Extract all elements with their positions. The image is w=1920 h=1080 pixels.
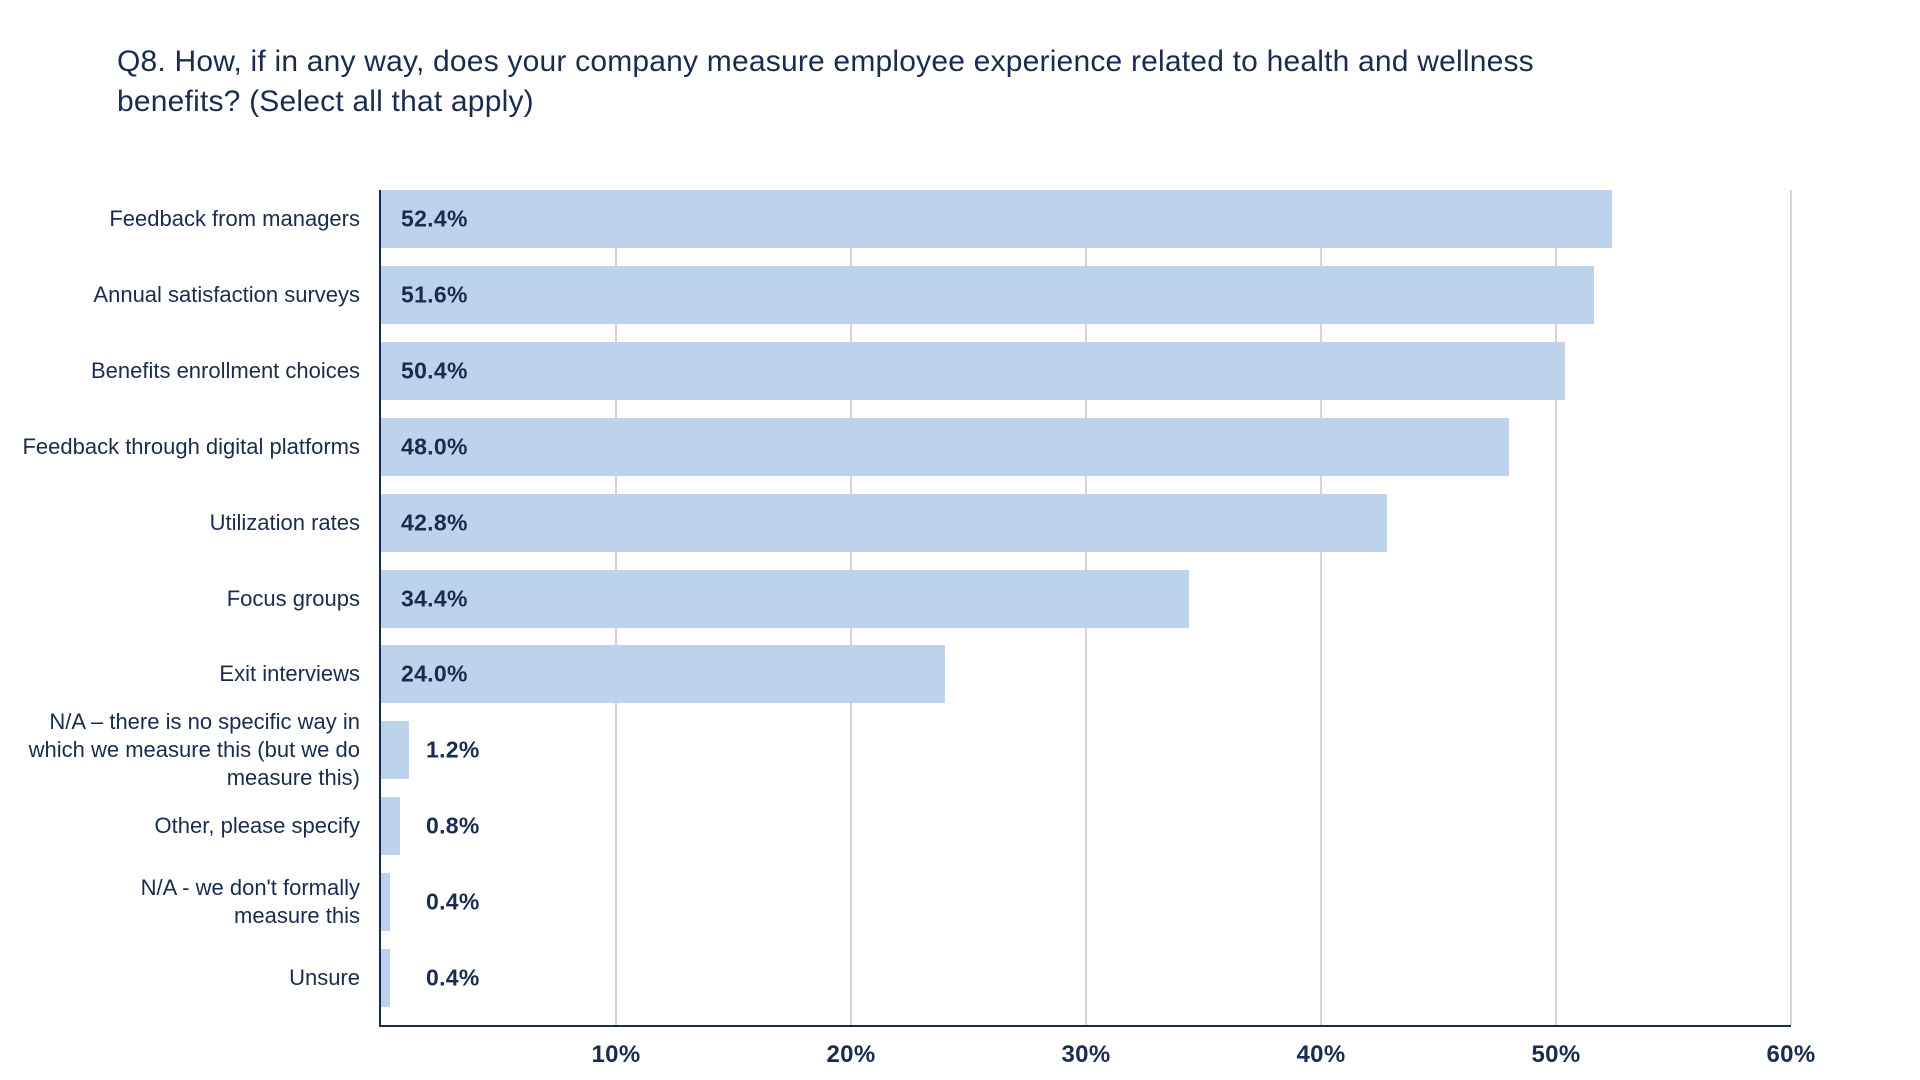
category-label-row-6: Focus groups — [2, 585, 360, 613]
value-label-row-3: 50.4% — [401, 357, 468, 384]
value-label-row-10: 0.4% — [426, 888, 480, 915]
bar-row-4 — [381, 417, 1509, 476]
category-label-line: N/A - we don't formally — [140, 875, 360, 901]
category-label-row-2: Annual satisfaction surveys — [2, 281, 360, 309]
category-label-row-10: N/A - we don't formally measure this — [2, 874, 360, 930]
bar-row-8 — [381, 721, 410, 780]
category-label-line: N/A – there is no specific way in — [49, 709, 360, 735]
x-tick-50%: 50% — [1531, 1041, 1581, 1068]
bar-row-11 — [381, 949, 391, 1008]
value-label-row-4: 48.0% — [401, 433, 468, 460]
x-tick-40%: 40% — [1296, 1041, 1346, 1068]
chart-title-line-1: Q8. How, if in any way, does your compan… — [117, 45, 1534, 78]
category-label-row-1: Feedback from managers — [2, 205, 360, 233]
x-tick-60%: 60% — [1766, 1041, 1816, 1068]
value-label-row-8: 1.2% — [426, 736, 480, 763]
category-label-line: Focus groups — [226, 585, 360, 611]
x-tick-30%: 30% — [1061, 1041, 1111, 1068]
bar-row-3 — [381, 341, 1566, 400]
bar-row-10 — [381, 873, 391, 932]
value-label-row-1: 52.4% — [401, 205, 468, 232]
chart-title: Q8. How, if in any way, does your compan… — [117, 42, 1567, 122]
category-label-line: measure this — [234, 903, 360, 929]
bar-row-2 — [381, 265, 1594, 324]
value-label-row-5: 42.8% — [401, 509, 468, 536]
x-tick-10%: 10% — [591, 1041, 641, 1068]
chart-title-line-2: benefits? (Select all that apply) — [117, 85, 534, 118]
bar-row-6 — [381, 569, 1190, 628]
bar-row-1 — [381, 190, 1613, 248]
category-label-row-3: Benefits enrollment choices — [2, 357, 360, 385]
value-label-row-6: 34.4% — [401, 585, 468, 612]
value-label-row-11: 0.4% — [426, 964, 480, 991]
gridline-50% — [1555, 190, 1557, 1025]
category-label-row-9: Other, please specify — [2, 812, 360, 840]
category-label-line: Feedback through digital platforms — [22, 433, 360, 459]
category-label-row-7: Exit interviews — [2, 660, 360, 688]
plot-area: 10% 20% 30% 40% 50% 60% Feedback from managers… — [22, 190, 1815, 1068]
category-label-line: Unsure — [289, 965, 360, 991]
value-label-row-7: 24.0% — [401, 660, 468, 687]
category-label-row-5: Utilization rates — [2, 509, 360, 537]
gridline-40% — [1320, 190, 1322, 1025]
value-label-row-9: 0.8% — [426, 812, 480, 839]
category-label-line: which we measure this (but we do — [28, 737, 360, 763]
gridline-60% — [1790, 190, 1792, 1025]
category-label-line: Other, please specify — [154, 813, 360, 839]
x-tick-20%: 20% — [826, 1041, 876, 1068]
category-label-row-8: N/A – there is no specific way in which w… — [2, 708, 360, 792]
bar-row-7 — [381, 645, 945, 704]
category-label-row-4: Feedback through digital platforms — [2, 433, 360, 461]
category-label-line: Utilization rates — [209, 509, 360, 535]
category-label-line: measure this) — [226, 765, 360, 791]
category-label-line: Feedback from managers — [109, 206, 360, 231]
bar-row-9 — [381, 797, 400, 856]
category-label-line: Benefits enrollment choices — [90, 357, 360, 383]
category-label-line: Annual satisfaction surveys — [93, 281, 360, 307]
value-label-row-2: 51.6% — [401, 281, 468, 308]
category-label-line: Exit interviews — [219, 661, 360, 687]
category-label-row-11: Unsure — [2, 964, 360, 992]
bar-row-5 — [381, 493, 1387, 552]
